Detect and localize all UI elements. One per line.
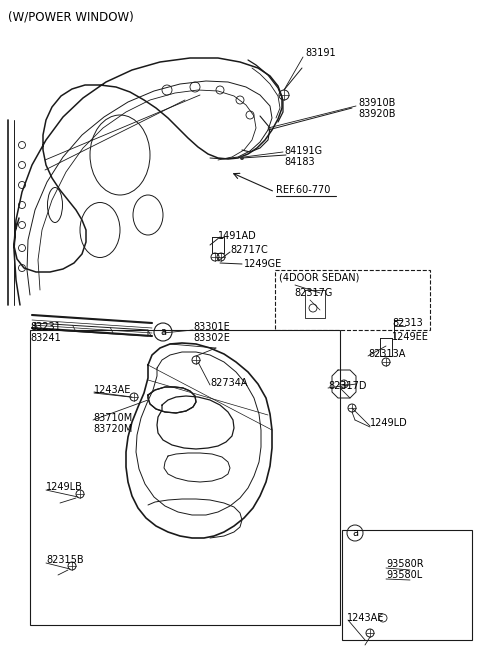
Text: 83910B: 83910B [358, 98, 396, 108]
Circle shape [240, 156, 244, 160]
Text: 1249EE: 1249EE [392, 332, 429, 342]
Text: 83720M: 83720M [93, 424, 132, 434]
Bar [360, 578, 402, 592]
Bar [30, 330, 340, 625]
Text: a: a [352, 528, 358, 538]
Text: 1243AE: 1243AE [94, 385, 132, 395]
Text: 83231: 83231 [30, 322, 61, 332]
Bar [355, 550, 410, 625]
Text: 82313A: 82313A [368, 349, 406, 359]
Text: 82717C: 82717C [230, 245, 268, 255]
Text: 93580L: 93580L [386, 570, 422, 580]
Text: 1249LD: 1249LD [370, 418, 408, 428]
Text: 83302E: 83302E [193, 333, 230, 343]
Ellipse shape [48, 188, 62, 222]
Bar [342, 530, 472, 640]
Text: 1491AD: 1491AD [218, 231, 257, 241]
Text: 93580R: 93580R [386, 559, 424, 569]
Text: (4DOOR SEDAN): (4DOOR SEDAN) [279, 272, 360, 282]
Bar [360, 598, 402, 612]
Text: 1249GE: 1249GE [244, 259, 282, 269]
Text: REF.60-770: REF.60-770 [276, 185, 330, 195]
Bar [275, 270, 430, 330]
Text: 83710M: 83710M [93, 413, 132, 423]
Text: 83920B: 83920B [358, 109, 396, 119]
Text: 84183: 84183 [284, 157, 314, 167]
Text: 84191G: 84191G [284, 146, 322, 156]
Ellipse shape [133, 195, 163, 235]
Text: a: a [160, 327, 166, 337]
Ellipse shape [80, 203, 120, 258]
Text: 82317G: 82317G [294, 288, 332, 298]
Ellipse shape [165, 525, 225, 555]
Ellipse shape [90, 115, 150, 195]
Text: 82315B: 82315B [46, 555, 84, 565]
Text: 82317D: 82317D [328, 381, 367, 391]
Polygon shape [148, 387, 196, 413]
Bar [360, 558, 402, 572]
Text: 82313: 82313 [392, 318, 423, 328]
Text: 83241: 83241 [30, 333, 61, 343]
Text: 83191: 83191 [305, 48, 336, 58]
Text: 1249LB: 1249LB [46, 482, 83, 492]
Text: 82734A: 82734A [210, 378, 248, 388]
Text: (W/POWER WINDOW): (W/POWER WINDOW) [8, 10, 134, 23]
Text: 83301E: 83301E [193, 322, 230, 332]
Text: 1243AE: 1243AE [347, 613, 384, 623]
